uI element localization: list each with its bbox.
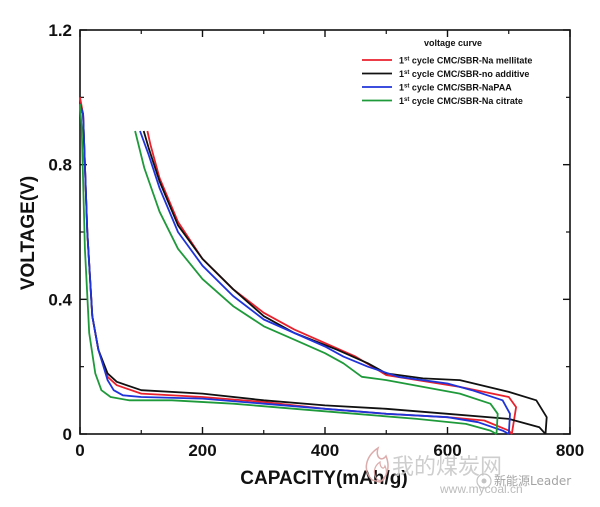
- series-line-charge-1: [142, 130, 548, 435]
- series-line-charge-0: [146, 130, 517, 435]
- watermark-url: www.mycoal.cn: [439, 482, 523, 496]
- y-tick-labels: 0 0.4 0.8 1.2: [48, 21, 72, 444]
- series-line-discharge-3: [79, 104, 497, 435]
- x-tick-label: 200: [188, 441, 216, 460]
- y-axis-title: VOLTAGE(V): [18, 176, 39, 290]
- badge-icon: [476, 473, 492, 489]
- legend-label-3: 1st cycle CMC/SBR-Na citrate: [399, 96, 523, 106]
- series-line-discharge-2: [79, 103, 510, 435]
- x-tick-labels: 0 200 400 600 800: [75, 441, 584, 460]
- x-tick-label: 600: [433, 441, 461, 460]
- legend: voltage curve 1st cycle CMC/SBR-Na melli…: [362, 38, 532, 106]
- x-tick-label: 0: [75, 441, 84, 460]
- x-tick-label: 800: [556, 441, 584, 460]
- series-line-charge-3: [134, 130, 499, 435]
- y-tick-label: 0: [63, 425, 72, 444]
- series-lines: [79, 97, 548, 435]
- legend-label-2: 1st cycle CMC/SBR-NaPAA: [399, 83, 512, 93]
- watermark-main-text: 我的煤炭网: [392, 455, 502, 480]
- y-tick-label: 0.4: [48, 290, 72, 309]
- legend-label-1: 1st cycle CMC/SBR-no additive: [399, 69, 529, 79]
- watermark-badge-text: 新能源Leader: [494, 473, 571, 488]
- y-tick-label: 0.8: [48, 156, 72, 175]
- axis-ticks: [79, 29, 571, 435]
- legend-items: 1st cycle CMC/SBR-Na mellitate 1st cycle …: [362, 56, 532, 106]
- y-tick-label: 1.2: [48, 21, 72, 40]
- series-line-charge-2: [139, 130, 511, 435]
- flame-logo-icon: [365, 446, 389, 483]
- x-tick-label: 400: [311, 441, 339, 460]
- watermark: 我的煤炭网 www.mycoal.cn 新能源Leader: [365, 446, 571, 496]
- x-axis-title: CAPACITY(mAh/g): [240, 468, 407, 489]
- legend-title: voltage curve: [424, 38, 482, 48]
- legend-label-0: 1st cycle CMC/SBR-Na mellitate: [399, 56, 532, 66]
